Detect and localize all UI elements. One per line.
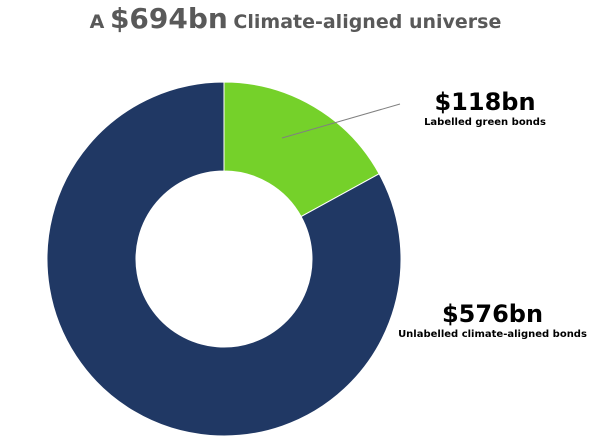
slice-label-navy: $576bn Unlabelled climate-aligned bonds bbox=[395, 300, 590, 342]
slice-value-green: $118bn bbox=[434, 88, 536, 116]
donut-slice-green bbox=[223, 81, 380, 218]
slice-label-green: $118bn Labelled green bonds bbox=[400, 88, 570, 130]
slice-value-navy: $576bn bbox=[441, 300, 544, 328]
title-amount: $694bn bbox=[109, 2, 228, 35]
chart-title: A $694bn Climate-aligned universe bbox=[0, 2, 591, 35]
leader-line bbox=[281, 103, 401, 139]
donut-slice-navy bbox=[46, 81, 402, 437]
title-prefix: A bbox=[89, 11, 105, 33]
slice-name-green: Labelled green bonds bbox=[424, 117, 546, 128]
title-suffix: Climate-aligned universe bbox=[233, 11, 502, 33]
slice-name-navy: Unlabelled climate-aligned bonds bbox=[398, 329, 587, 340]
